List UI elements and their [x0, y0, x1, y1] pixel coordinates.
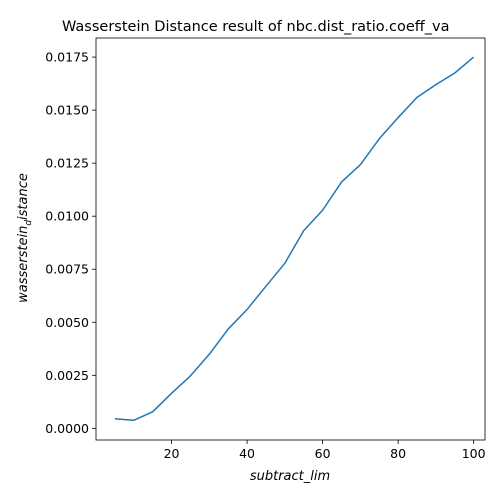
y-tick-label: 0.0100	[45, 209, 89, 224]
y-tick-label: 0.0000	[45, 421, 89, 436]
y-axis-label-subscript: d	[24, 220, 34, 226]
x-axis-label: subtract_lim	[250, 469, 330, 484]
plot-area	[114, 56, 475, 422]
y-tick-label: 0.0125	[45, 156, 89, 171]
y-tick-label: 0.0175	[45, 50, 89, 65]
y-axis-label-main: wasserstein	[16, 226, 31, 303]
x-tick-label: 100	[462, 446, 486, 461]
x-tick-label: 40	[239, 446, 255, 461]
y-tick-label: 0.0075	[45, 262, 89, 277]
y-axis-label: wassersteindistance	[16, 173, 34, 303]
y-tick-label: 0.0025	[45, 368, 89, 383]
y-axis-label-tail: istance	[16, 173, 31, 220]
chart-title: Wasserstein Distance result of nbc.dist_…	[62, 19, 449, 35]
axes-frame	[95, 37, 486, 441]
y-tick-label: 0.0050	[45, 315, 89, 330]
x-tick-label: 80	[390, 446, 406, 461]
x-axis-ticks: 20 40 60 80 100	[164, 440, 486, 461]
x-tick-label: 60	[315, 446, 331, 461]
series-line	[114, 56, 475, 422]
y-axis-ticks: 0.0000 0.0025 0.0050 0.0075 0.0100 0.0125 0.01…	[45, 50, 96, 436]
x-tick-label: 20	[164, 446, 180, 461]
y-tick-label: 0.0150	[45, 103, 89, 118]
